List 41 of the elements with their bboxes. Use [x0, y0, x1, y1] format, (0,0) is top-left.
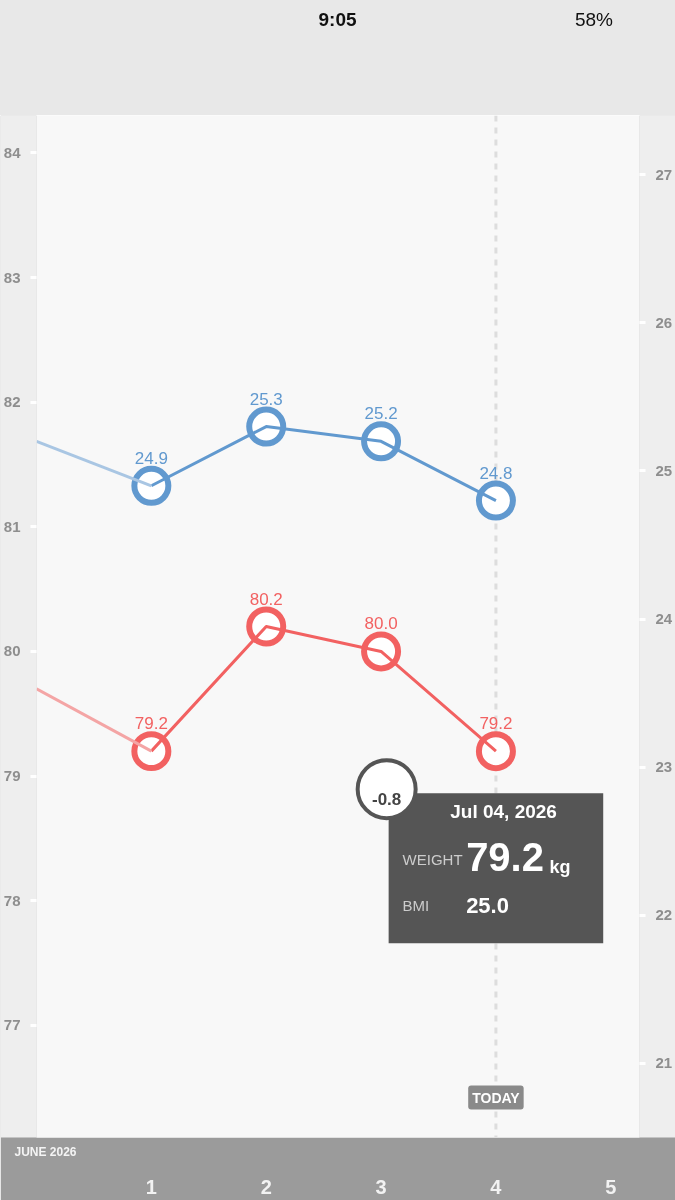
- annotation: 79.2: [466, 835, 544, 880]
- annotation: BMI: [402, 896, 430, 914]
- data-label: 80.0: [364, 614, 398, 634]
- y-tick-label: 83: [3, 268, 21, 286]
- ref-line-label: TODAY: [472, 1089, 521, 1106]
- x-tick-label: 3: [375, 1175, 387, 1198]
- y2-tick-label: 27: [655, 165, 673, 183]
- x-tick-label: 4: [490, 1175, 503, 1198]
- y-tick-label: 79: [3, 767, 21, 785]
- data-label: 25.3: [249, 389, 283, 409]
- annotation: WEIGHT: [402, 850, 463, 868]
- y-tick-label: 81: [3, 517, 21, 535]
- data-label: 24.9: [134, 448, 168, 468]
- text: 58%: [574, 8, 613, 32]
- point: [475, 731, 516, 772]
- data-label: 79.2: [479, 714, 513, 734]
- y-tick-label: 82: [3, 393, 21, 411]
- data-label: 25.2: [364, 404, 398, 424]
- x-tick-label: 5: [605, 1175, 617, 1198]
- annotation: Jul 04, 2026: [450, 800, 557, 822]
- y2-tick-label: 21: [655, 1054, 673, 1072]
- y2-tick-label: 24: [655, 610, 673, 628]
- annotation: -0.8: [372, 790, 402, 810]
- y-tick-label: 80: [3, 642, 21, 660]
- y2-tick-label: 23: [655, 758, 673, 776]
- data-label: 80.2: [249, 589, 283, 609]
- y-tick-label: 84: [3, 143, 22, 161]
- y-tick-label: 78: [3, 891, 21, 909]
- y-tick-label: 77: [3, 1016, 21, 1034]
- point: [475, 480, 516, 521]
- x-tick-label: 1: [145, 1175, 157, 1198]
- text: JUNE 2026: [14, 1144, 77, 1159]
- data-label: 24.8: [479, 463, 513, 483]
- y2-tick-label: 26: [655, 313, 673, 331]
- annotation: kg: [549, 857, 571, 878]
- annotation: 25.0: [466, 892, 509, 918]
- text: 9:05: [318, 9, 357, 30]
- y2-tick-label: 25: [655, 461, 673, 479]
- x-tick-label: 2: [260, 1175, 272, 1198]
- y2-tick-label: 22: [655, 906, 673, 924]
- data-label: 79.2: [134, 714, 168, 734]
